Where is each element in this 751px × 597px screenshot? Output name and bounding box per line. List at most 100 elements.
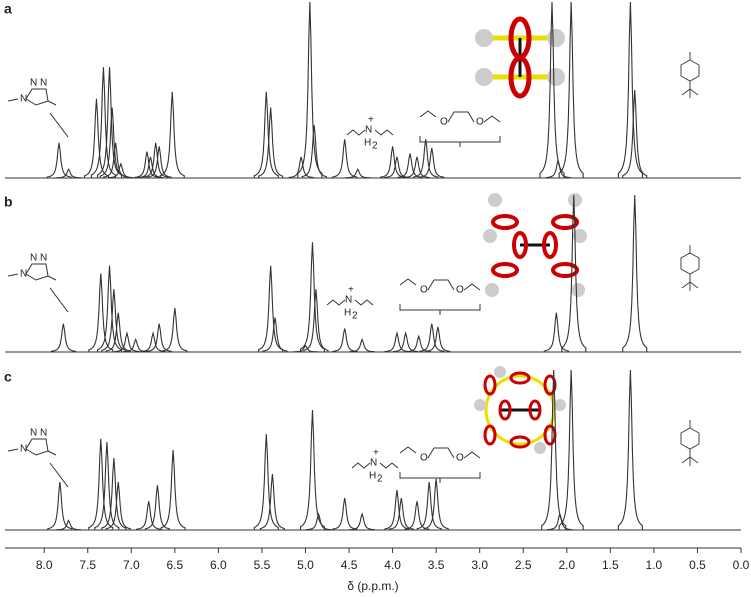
peak bbox=[90, 67, 116, 178]
x-tick-label: 3.5 bbox=[428, 558, 445, 572]
triazole-n: N bbox=[30, 253, 37, 264]
peak bbox=[419, 323, 445, 352]
peak bbox=[332, 139, 358, 178]
triazole-n: N bbox=[40, 253, 47, 264]
peak bbox=[539, 2, 565, 178]
ether-o: O bbox=[456, 453, 464, 464]
panel-label: c bbox=[4, 369, 12, 385]
peak bbox=[349, 337, 375, 353]
peak bbox=[404, 501, 430, 530]
panel-label: a bbox=[4, 1, 12, 17]
x-tick-label: 4.5 bbox=[341, 558, 358, 572]
peak bbox=[162, 307, 188, 352]
peak bbox=[259, 473, 285, 530]
arrow bbox=[49, 287, 69, 313]
ether-o: O bbox=[440, 117, 448, 128]
x-tick-label: 5.5 bbox=[254, 558, 271, 572]
ether-chain bbox=[399, 278, 481, 315]
panel-label: b bbox=[4, 194, 13, 210]
ether-chain bbox=[419, 110, 501, 147]
ether-o: O bbox=[456, 285, 464, 296]
triazole-ring bbox=[7, 263, 57, 281]
cartoon-c bbox=[474, 366, 566, 454]
x-tick-label: 4.0 bbox=[384, 558, 401, 572]
x-tick-label: 7.0 bbox=[123, 558, 140, 572]
triazole-n: N bbox=[40, 428, 47, 439]
x-tick-label: 0.5 bbox=[689, 558, 706, 572]
peak bbox=[146, 323, 172, 352]
peak bbox=[103, 142, 129, 178]
ammonium-h: H bbox=[369, 471, 376, 482]
ammonium-charge: + bbox=[348, 285, 354, 296]
peak bbox=[622, 89, 648, 178]
peak bbox=[83, 98, 110, 178]
peak bbox=[622, 195, 648, 352]
peak bbox=[617, 370, 643, 530]
peak bbox=[345, 168, 371, 179]
peak bbox=[136, 501, 162, 530]
peak bbox=[137, 156, 164, 178]
peak bbox=[558, 2, 584, 178]
ammonium-chain bbox=[351, 462, 399, 469]
peak bbox=[88, 273, 114, 352]
ammonium-charge: + bbox=[373, 448, 379, 459]
x-tick-label: 8.0 bbox=[36, 558, 53, 572]
triazole-ring bbox=[7, 438, 57, 456]
peak bbox=[332, 328, 358, 352]
tbu-phenyl bbox=[680, 420, 700, 466]
peak bbox=[94, 441, 120, 530]
x-tick-label: 6.0 bbox=[210, 558, 227, 572]
peaks bbox=[50, 195, 648, 353]
peak bbox=[306, 512, 332, 531]
x-tick-label: 2.0 bbox=[558, 558, 575, 572]
peak bbox=[561, 195, 587, 352]
peak bbox=[419, 147, 445, 178]
x-tick-label: 3.0 bbox=[471, 558, 488, 572]
peak bbox=[50, 323, 76, 352]
peak bbox=[288, 156, 314, 178]
triazole-n: N bbox=[30, 78, 37, 89]
peak bbox=[349, 512, 375, 531]
peak bbox=[301, 125, 327, 178]
tbu-phenyl bbox=[680, 52, 700, 98]
peak bbox=[108, 162, 134, 179]
x-tick-label: 1.5 bbox=[602, 558, 619, 572]
arrow bbox=[49, 462, 69, 488]
peak bbox=[46, 142, 72, 178]
ammonium-h: H bbox=[344, 308, 351, 319]
triazole-n: N bbox=[20, 94, 27, 105]
peak bbox=[543, 312, 569, 352]
triazole-n: N bbox=[20, 444, 27, 455]
x-tick-label: 7.5 bbox=[79, 558, 96, 572]
peak bbox=[96, 265, 123, 352]
peak bbox=[262, 317, 288, 352]
x-tick-label: 2.5 bbox=[515, 558, 532, 572]
ammonium-chain bbox=[326, 299, 374, 306]
peak bbox=[143, 142, 169, 178]
peak bbox=[105, 481, 131, 530]
peak bbox=[397, 153, 423, 178]
ammonium-sub: 2 bbox=[372, 141, 378, 152]
peak bbox=[134, 151, 160, 178]
ammonium-n: N bbox=[345, 295, 352, 306]
ammonium-n: N bbox=[365, 125, 372, 136]
peak bbox=[404, 156, 430, 178]
peak bbox=[99, 107, 125, 178]
ether-o: O bbox=[420, 453, 428, 464]
triazole-ring bbox=[7, 88, 57, 106]
peak bbox=[297, 2, 323, 178]
peak bbox=[388, 497, 414, 530]
peak bbox=[140, 331, 166, 353]
ammonium-n: N bbox=[370, 458, 377, 469]
peak bbox=[258, 107, 284, 178]
ammonium-chain bbox=[346, 129, 394, 136]
ether-o: O bbox=[420, 285, 428, 296]
peaks bbox=[46, 2, 648, 179]
peak bbox=[160, 449, 186, 530]
peak bbox=[105, 312, 131, 352]
ammonium-sub: 2 bbox=[377, 474, 383, 485]
peak bbox=[303, 289, 329, 352]
peak bbox=[144, 485, 170, 530]
peak bbox=[56, 519, 82, 531]
